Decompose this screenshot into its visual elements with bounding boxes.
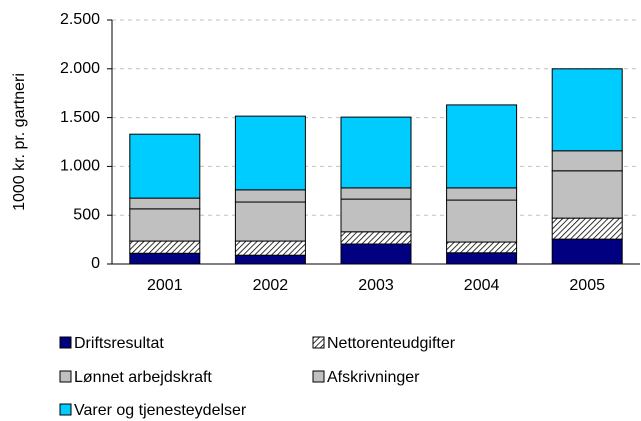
x-tick-label: 2001 xyxy=(147,277,183,294)
bar-segment xyxy=(129,133,201,199)
y-tick-label: 0 xyxy=(91,255,100,272)
legend-swatch xyxy=(59,370,72,383)
legend-label: Afskrivninger xyxy=(327,369,420,386)
bar-segment xyxy=(340,187,412,200)
x-tick-label: 2005 xyxy=(569,277,605,294)
legend-swatch xyxy=(59,336,72,349)
bar-segment xyxy=(129,252,201,265)
bar-segment xyxy=(340,231,412,245)
x-tick-label: 2002 xyxy=(253,277,289,294)
legend-swatch xyxy=(312,336,325,349)
y-tick-label: 2.000 xyxy=(60,60,100,77)
y-tick-label: 500 xyxy=(73,206,100,223)
bar-segment xyxy=(234,115,306,191)
bar-segment xyxy=(340,116,412,189)
legend-label: Lønnet arbejdskraft xyxy=(74,369,212,386)
legend-swatch xyxy=(312,370,325,383)
bar-segment xyxy=(446,187,518,201)
legend-label: Varer og tjenesteydelser xyxy=(74,402,247,419)
bar-segment xyxy=(551,238,623,265)
x-tick-label: 2004 xyxy=(464,277,500,294)
x-tick-label: 2003 xyxy=(358,277,394,294)
bar-segment xyxy=(446,104,518,189)
y-tick-label: 1.500 xyxy=(60,109,100,126)
y-tick-label: 2.500 xyxy=(60,11,100,28)
y-tick-label: 1.000 xyxy=(60,158,100,175)
legend-label: Nettorenteudgifter xyxy=(327,335,456,352)
bar-segment xyxy=(234,240,306,256)
bar-segment xyxy=(446,199,518,243)
bar-segment xyxy=(129,197,201,210)
bar-segment xyxy=(551,217,623,240)
bar-segment xyxy=(234,189,306,203)
bar-segment xyxy=(446,241,518,254)
bar-segment xyxy=(129,208,201,242)
y-axis-label: 1000 kr. pr. gartneri xyxy=(11,73,28,211)
bar-segment xyxy=(129,240,201,254)
bar-segment xyxy=(340,198,412,233)
bar-segment xyxy=(551,170,623,219)
legend-swatch xyxy=(59,403,72,416)
bar-segment xyxy=(340,243,412,265)
bar-segment xyxy=(551,150,623,172)
bar-segment xyxy=(446,252,518,265)
bar-segment xyxy=(551,68,623,152)
bar-segment xyxy=(234,201,306,242)
bar-segment xyxy=(234,254,306,265)
legend-label: Driftsresultat xyxy=(74,335,164,352)
